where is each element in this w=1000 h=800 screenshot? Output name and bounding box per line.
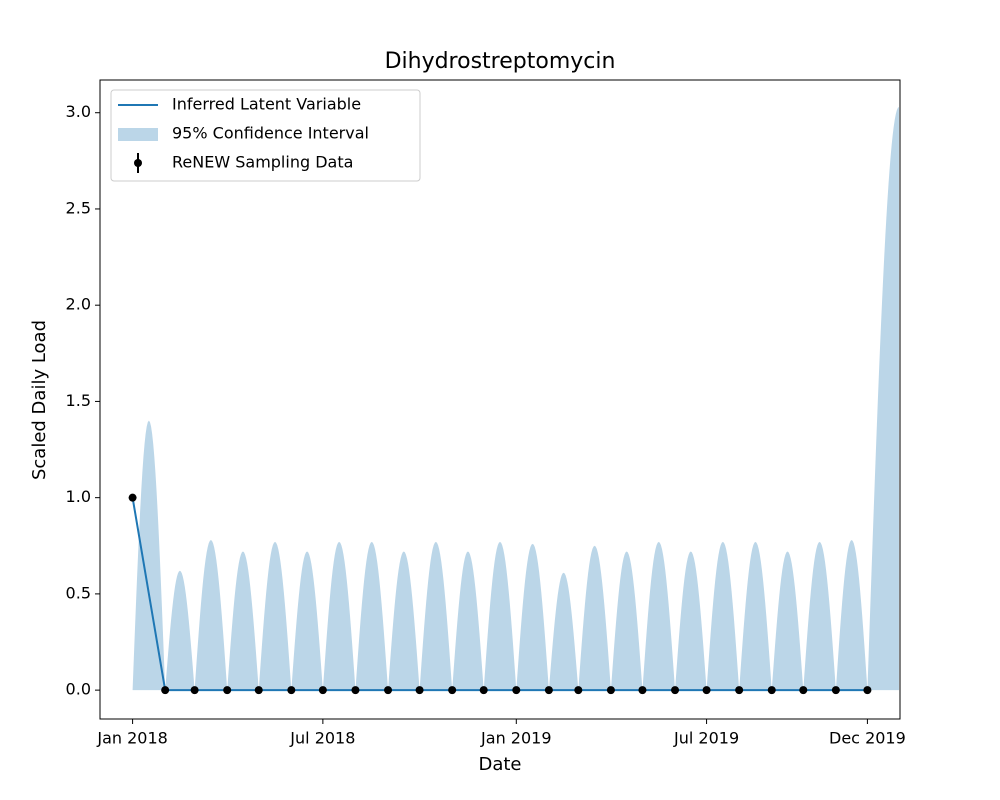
- data-point: [671, 686, 680, 695]
- confidence-band: [835, 540, 868, 691]
- confidence-band: [258, 541, 292, 691]
- confidence-band: [452, 551, 484, 691]
- y-axis-label: Scaled Daily Load: [29, 320, 50, 480]
- data-point: [223, 686, 232, 695]
- x-tick-label: Jul 2019: [673, 729, 739, 748]
- data-point: [767, 686, 776, 695]
- confidence-band: [483, 541, 517, 691]
- data-point: [831, 686, 840, 695]
- confidence-band: [642, 541, 676, 691]
- data-point: [384, 686, 393, 695]
- confidence-band: [771, 551, 804, 691]
- confidence-band: [227, 551, 259, 691]
- data-point: [161, 686, 170, 695]
- confidence-band: [419, 541, 453, 691]
- data-point: [799, 686, 808, 695]
- data-point: [448, 686, 457, 695]
- data-point: [254, 686, 263, 695]
- y-tick-label: 0.0: [66, 680, 91, 699]
- data-point: [544, 686, 553, 695]
- legend-marker: [134, 159, 142, 167]
- data-point: [128, 493, 137, 502]
- data-point: [735, 686, 744, 695]
- y-tick-label: 3.0: [66, 102, 91, 121]
- y-tick-label: 0.5: [66, 583, 91, 602]
- confidence-band: [291, 551, 323, 691]
- confidence-band: [194, 540, 228, 691]
- data-point: [190, 686, 199, 695]
- y-tick-label: 1.5: [66, 391, 91, 410]
- data-point: [863, 686, 872, 695]
- confidence-band: [355, 541, 389, 691]
- data-point: [318, 686, 327, 695]
- x-axis-label: Date: [478, 754, 521, 775]
- confidence-band: [739, 541, 772, 691]
- line: [131, 497, 868, 692]
- confidence-band: [388, 551, 420, 691]
- x-tick-label: Jul 2018: [289, 729, 355, 748]
- confidence-band: [578, 545, 611, 691]
- y-tick-label: 2.0: [66, 295, 91, 314]
- data-point: [606, 686, 615, 695]
- data-point: [415, 686, 424, 695]
- data-point: [512, 686, 521, 695]
- x-tick-label: Dec 2019: [829, 729, 906, 748]
- confidence-band: [610, 551, 643, 691]
- confidence-band: [132, 420, 166, 691]
- legend-label: 95% Confidence Interval: [172, 124, 369, 143]
- y-tick-label: 2.5: [66, 198, 91, 217]
- legend-label: Inferred Latent Variable: [172, 95, 361, 114]
- confidence-band: [675, 551, 707, 691]
- data-point: [479, 686, 488, 695]
- confidence-band: [165, 570, 195, 691]
- data-point: [574, 686, 583, 695]
- data-point: [638, 686, 647, 695]
- confidence-band: [322, 541, 356, 691]
- legend-patch: [118, 128, 158, 141]
- x-tick-label: Jan 2018: [96, 729, 167, 748]
- x-tick-label: Jan 2019: [480, 729, 551, 748]
- y-tick-label: 1.0: [66, 487, 91, 506]
- confidence-band: [706, 541, 740, 691]
- confidence-band: [548, 572, 579, 691]
- data-point: [351, 686, 360, 695]
- confidence-band: [516, 543, 549, 691]
- data-point: [702, 686, 711, 695]
- plot-frame: [99, 79, 901, 720]
- confidence-band: [867, 106, 899, 691]
- confidence-band: [803, 541, 836, 691]
- legend-label: ReNEW Sampling Data: [172, 153, 353, 172]
- data-point: [287, 686, 296, 695]
- legend-box: [110, 89, 421, 182]
- chart-title: Dihydrostreptomycin: [385, 49, 616, 74]
